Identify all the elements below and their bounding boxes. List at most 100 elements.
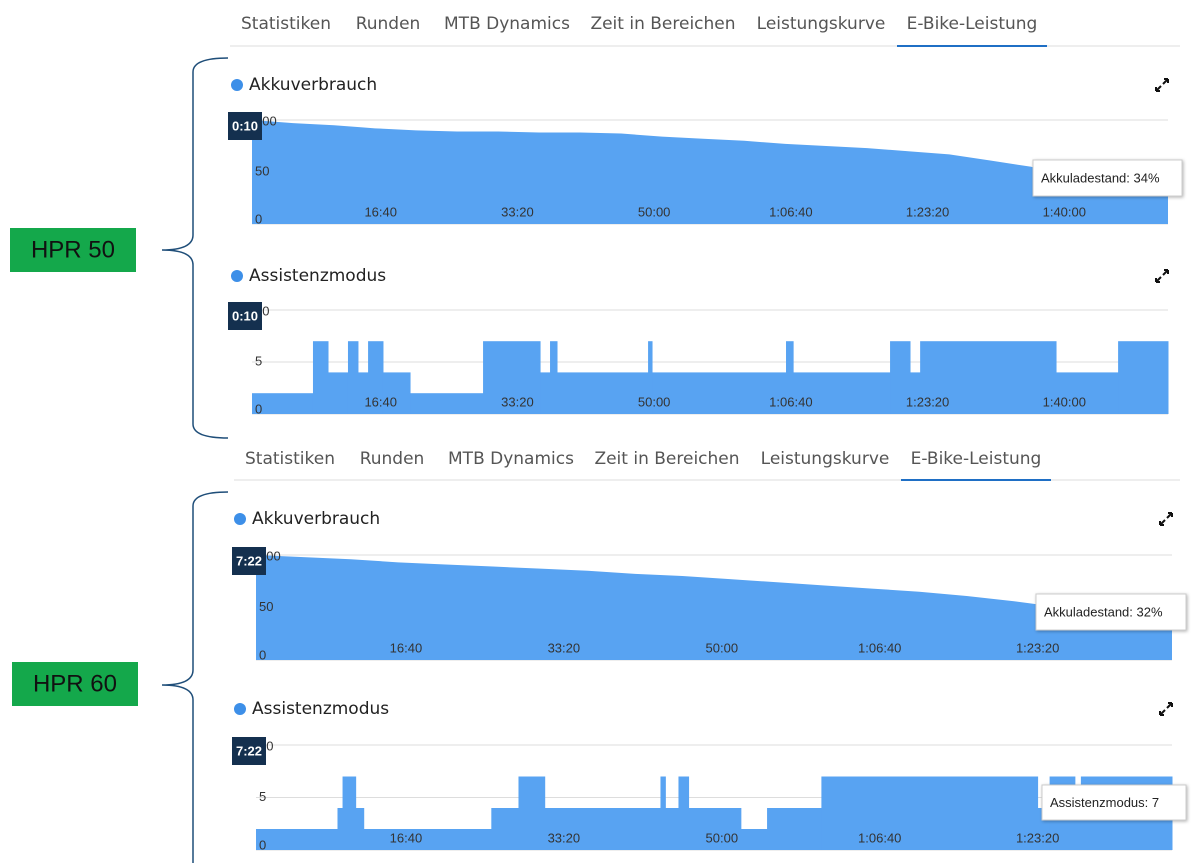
y-tick-label: 50 [259, 599, 273, 614]
tab[interactable]: Runden [356, 14, 421, 34]
step-segment [544, 808, 661, 850]
step-segment [363, 829, 492, 850]
expand-icon[interactable] [1159, 512, 1173, 526]
step-segment [920, 341, 1057, 414]
step-segment [890, 341, 911, 414]
cursor-label: 7:22 [236, 743, 262, 758]
step-segment [665, 808, 679, 850]
x-tick-label: 1:06:40 [769, 394, 812, 409]
bracket [161, 57, 229, 439]
step-segment [347, 341, 359, 414]
step-segment [312, 341, 329, 414]
expand-icon[interactable] [1155, 269, 1169, 283]
x-tick-label: 1:06:40 [858, 830, 901, 845]
y-tick-label: 0 [259, 647, 266, 662]
x-tick-label: 33:20 [501, 204, 534, 219]
area [256, 555, 1172, 660]
tooltip-box [1035, 593, 1187, 631]
step-segment [368, 341, 384, 414]
expand-icon[interactable] [1159, 702, 1173, 716]
label-box [12, 662, 138, 706]
step-segment [518, 776, 546, 850]
x-tick-label: 1:06:40 [769, 204, 812, 219]
x-tick-label: 1:40:00 [1043, 204, 1086, 219]
cursor-label: 0:10 [232, 118, 258, 133]
x-tick-label: 1:23:20 [906, 204, 949, 219]
step-segment [786, 341, 794, 414]
step-segment [1118, 341, 1169, 414]
tab[interactable]: Leistungskurve [761, 449, 890, 469]
tab[interactable]: Zeit in Bereichen [594, 449, 739, 469]
y-tick-label: 5 [255, 353, 262, 368]
tooltip: Akkuladestand: 32% [1044, 604, 1163, 619]
tab[interactable]: MTB Dynamics [448, 449, 574, 469]
step-segment [821, 776, 1039, 850]
legend-dot [234, 513, 246, 525]
cursor-box [228, 112, 262, 140]
area [252, 120, 1168, 224]
step-segment [357, 372, 369, 414]
step-segment [410, 393, 484, 414]
chart-title: Akkuverbrauch [249, 75, 377, 95]
step-segment [550, 341, 558, 414]
tooltip: Assistenzmodus: 7 [1050, 795, 1159, 810]
step-segment [652, 372, 787, 414]
y-tick-label: 5 [259, 789, 266, 804]
legend-dot [231, 79, 243, 91]
chart-title: Assistenzmodus [252, 699, 389, 719]
step-segment [483, 341, 541, 414]
tab[interactable]: E-Bike-Leistung [911, 449, 1042, 469]
step-segment [740, 829, 768, 850]
x-tick-label: 16:40 [364, 204, 397, 219]
step-segment [252, 393, 314, 414]
tab[interactable]: Zeit in Bereichen [590, 14, 735, 34]
tab[interactable]: Runden [360, 449, 425, 469]
step-segment [557, 372, 649, 414]
x-tick-label: 16:40 [364, 394, 397, 409]
x-tick-label: 1:23:20 [1016, 640, 1059, 655]
step-segment [688, 808, 742, 850]
x-tick-label: 1:23:20 [1016, 830, 1059, 845]
chart-title: Assistenzmodus [249, 266, 386, 286]
y-tick-label: 50 [255, 163, 269, 178]
tab[interactable]: MTB Dynamics [444, 14, 570, 34]
bracket [161, 491, 229, 863]
step-segment [1074, 808, 1082, 850]
step-segment [678, 776, 690, 850]
tab[interactable]: E-Bike-Leistung [907, 14, 1038, 34]
x-tick-label: 16:40 [390, 640, 423, 655]
cursor-label: 0:10 [232, 308, 258, 323]
cursor-box [232, 737, 266, 765]
step-segment [491, 808, 519, 850]
x-tick-label: 50:00 [706, 640, 739, 655]
tab[interactable]: Statistiken [245, 449, 335, 469]
tab[interactable]: Statistiken [241, 14, 331, 34]
y-tick-label: 0 [255, 211, 262, 226]
panel-label: HPR 60 [33, 670, 117, 697]
step-segment [793, 372, 891, 414]
x-tick-label: 50:00 [638, 394, 671, 409]
step-segment [767, 808, 822, 850]
tab[interactable]: Leistungskurve [757, 14, 886, 34]
step-segment [355, 808, 365, 850]
legend-dot [231, 270, 243, 282]
x-tick-label: 1:23:20 [906, 394, 949, 409]
chart-title: Akkuverbrauch [252, 509, 380, 529]
x-tick-label: 33:20 [548, 640, 581, 655]
x-tick-label: 16:40 [390, 830, 423, 845]
legend-dot [234, 703, 246, 715]
tooltip-box [1041, 784, 1187, 821]
tooltip: Akkuladestand: 34% [1041, 170, 1160, 185]
x-tick-label: 1:40:00 [1043, 394, 1086, 409]
step-segment [328, 372, 349, 414]
y-tick-label: 0 [259, 837, 266, 852]
step-segment [1056, 372, 1119, 414]
x-tick-label: 33:20 [501, 394, 534, 409]
cursor-box [228, 302, 262, 330]
y-tick-label: 0 [255, 401, 262, 416]
step-segment [256, 829, 338, 850]
x-tick-label: 1:06:40 [858, 640, 901, 655]
step-segment [648, 341, 653, 414]
x-tick-label: 33:20 [548, 830, 581, 845]
expand-icon[interactable] [1155, 78, 1169, 92]
